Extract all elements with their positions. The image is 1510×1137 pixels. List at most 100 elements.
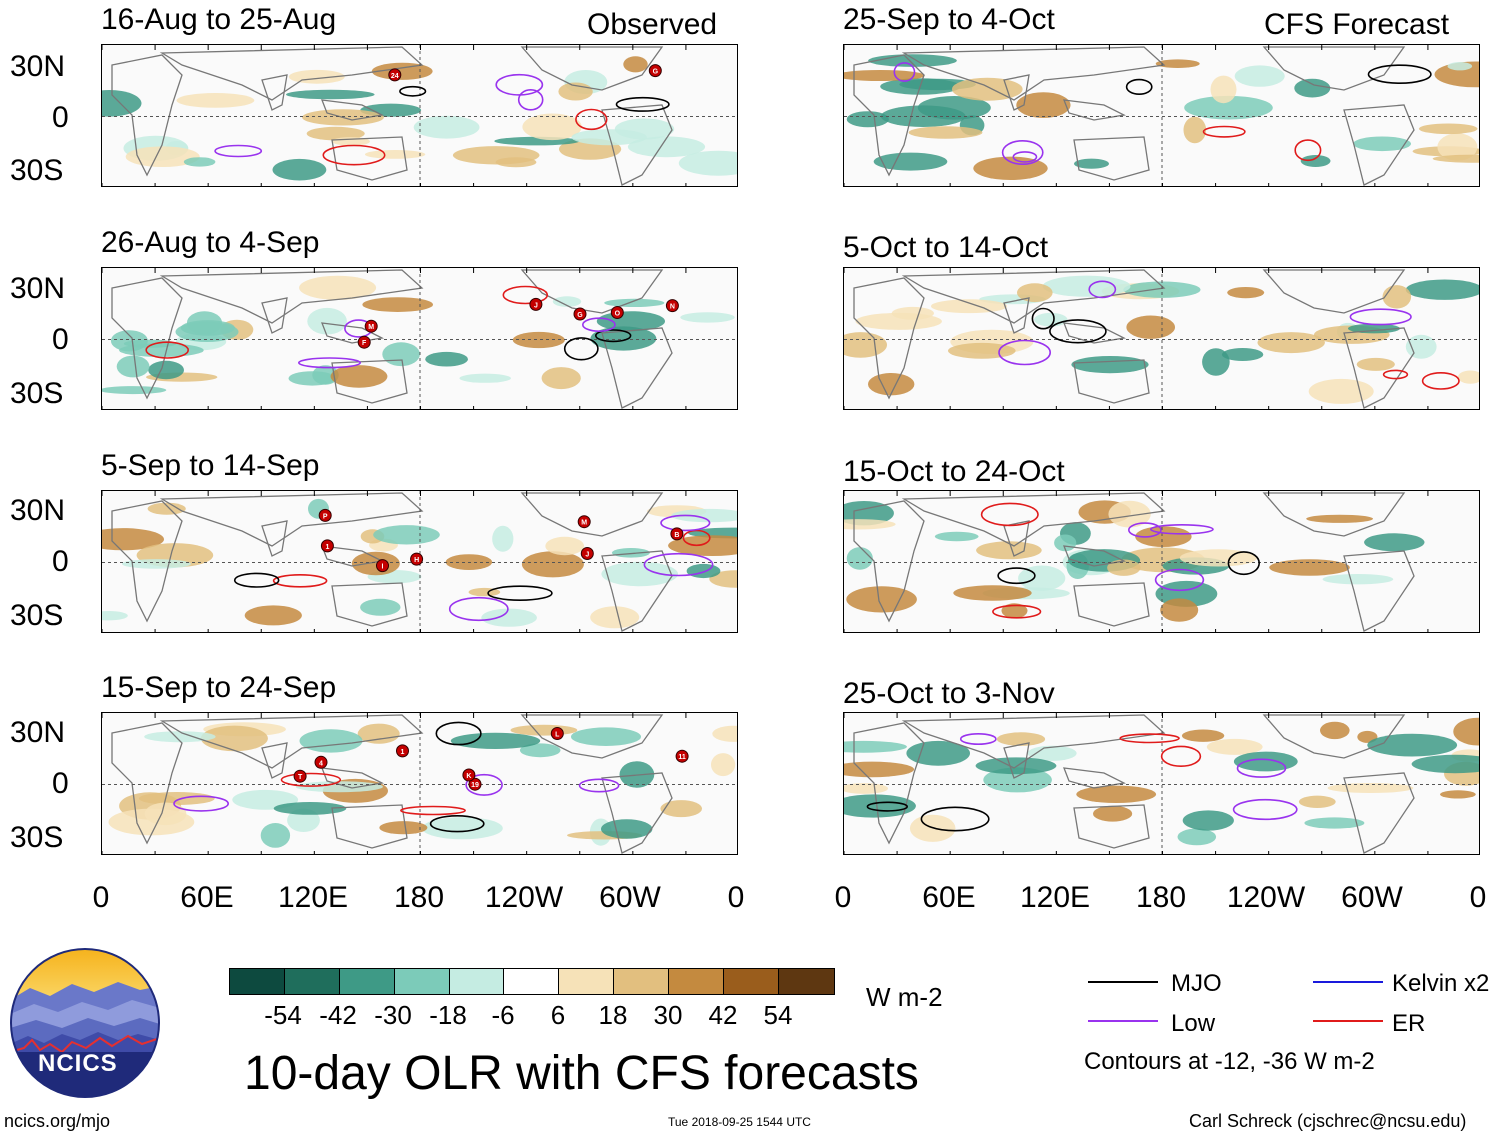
lon-label-left-180: 180 [393,881,445,914]
svg-text:G: G [577,312,583,319]
svg-text:M: M [581,520,587,527]
svg-text:P: P [323,513,328,520]
lon-label-right-120w: 120W [1226,881,1306,914]
colorbar-swatch [669,969,725,994]
svg-text:1: 1 [325,544,329,551]
cfs-forecast-header: CFS Forecast [1264,8,1450,41]
svg-text:G: G [653,69,659,76]
colorbar-swatch [559,969,615,994]
map-panel-obs-2: J M N O G F [101,267,738,410]
colorbar-unit: W m-2 [866,982,943,1012]
storm-marker: J [580,547,594,560]
colorbar-tick: 6 [550,1000,566,1030]
lat-30n-row1: 30N [10,50,66,83]
colorbar-tick: -18 [429,1000,467,1030]
observed-header: Observed [587,8,718,41]
lon-label-left-60e: 60E [180,881,234,914]
colorbar-swatch [724,969,779,994]
lon-label-left-120w: 120W [484,881,564,914]
olr-map: B M P J I H 1 [102,491,737,632]
colorbar-tick: 54 [763,1000,793,1030]
map-panel-fcst-2 [843,267,1480,410]
storm-marker: L [550,727,564,740]
lon-label-right-180: 180 [1135,881,1187,914]
panel-title-fcst-3: 15-Oct to 24-Oct [843,455,1065,488]
colorbar-tick: -54 [264,1000,302,1030]
olr-map: 24 G [102,45,737,186]
svg-text:L: L [555,732,560,739]
lon-label-left-60w: 60W [599,881,661,914]
panel-title-obs-1: 16-Aug to 25-Aug [101,3,337,36]
lon-label-right-0: 0 [834,881,852,914]
colorbar-tick: 18 [598,1000,628,1030]
svg-text:19: 19 [471,782,479,789]
svg-text:M: M [368,324,374,331]
svg-text:H: H [414,557,419,564]
lon-label-left-0b: 0 [727,881,745,914]
colorbar-swatch [230,969,285,994]
map-panel-fcst-4 [843,712,1480,855]
footer-credit: Carl Schreck (cjschrec@ncsu.edu) [1189,1111,1467,1131]
olr-map: J M N O G F [102,268,737,409]
svg-text:24: 24 [391,73,399,80]
olr-map [844,491,1479,632]
legend-er-label: ER [1392,1010,1426,1037]
storm-marker: J [529,297,543,311]
legend-mjo-line [1088,981,1158,983]
svg-text:B: B [674,532,679,539]
panel-title-obs-3: 5-Sep to 14-Sep [101,449,320,482]
svg-text:K: K [466,773,471,780]
lon-label-right-0b: 0 [1469,881,1487,914]
lat-eq-row1: 0 [52,101,69,134]
olr-map [844,713,1479,854]
colorbar-tick: -6 [491,1000,515,1030]
lat-30s-row1: 30S [10,154,64,187]
storm-marker: O [610,306,624,319]
svg-text:T: T [298,774,303,781]
footer-timestamp: Tue 2018-09-25 1544 UTC [668,1115,811,1129]
storm-marker: T [293,769,307,783]
storm-marker: 19 [468,777,482,791]
colorbar-swatch [284,969,340,994]
svg-text:I: I [382,564,384,571]
map-panel-obs-1: 24 G [101,44,738,187]
storm-marker: 4 [314,755,328,769]
colorbar-tick: -42 [319,1000,357,1030]
logo-text: NCICS [38,1050,118,1077]
colorbar-swatch [449,969,505,994]
panel-title-fcst-2: 5-Oct to 14-Oct [843,231,1049,264]
storm-marker: M [577,515,591,529]
legend-er-line [1313,1020,1383,1022]
storm-marker: G [573,307,587,321]
lat-30n-row3: 30N [10,494,66,527]
colorbar-tick: -30 [374,1000,412,1030]
colorbar-swatch [504,969,560,994]
svg-text:11: 11 [678,754,686,761]
svg-text:J: J [585,552,589,559]
map-panel-fcst-1 [843,44,1480,187]
svg-text:4: 4 [319,760,323,767]
colorbar-tick: 30 [653,1000,683,1030]
lat-30n-row4: 30N [10,716,66,749]
olr-map [844,45,1479,186]
lon-label-right-60e: 60E [922,881,976,914]
olr-map: 4 T 19 L 11 K 1 [102,713,737,854]
storm-marker: K [462,768,476,782]
panel-title-obs-4: 15-Sep to 24-Sep [101,671,337,704]
lat-eq-row4: 0 [52,767,69,800]
footer-url[interactable]: ncics.org/mjo [4,1111,111,1131]
svg-text:N: N [670,304,675,311]
panel-title-fcst-1: 25-Sep to 4-Oct [843,3,1055,36]
legend-low-label: Low [1171,1010,1216,1037]
colorbar-swatch [778,969,834,994]
lon-label-left-120e: 120E [277,881,349,914]
storm-marker: 1 [396,744,409,758]
storm-marker: G [648,64,662,78]
legend-kelvin-line [1313,981,1383,983]
legend-kelvin-label: Kelvin x2 [1392,970,1490,997]
lat-30s-row3: 30S [10,599,64,632]
storm-marker: I [376,559,389,573]
legend-low-line [1088,1020,1158,1022]
colorbar-swatch [614,969,670,994]
storm-marker: 1 [320,539,334,553]
